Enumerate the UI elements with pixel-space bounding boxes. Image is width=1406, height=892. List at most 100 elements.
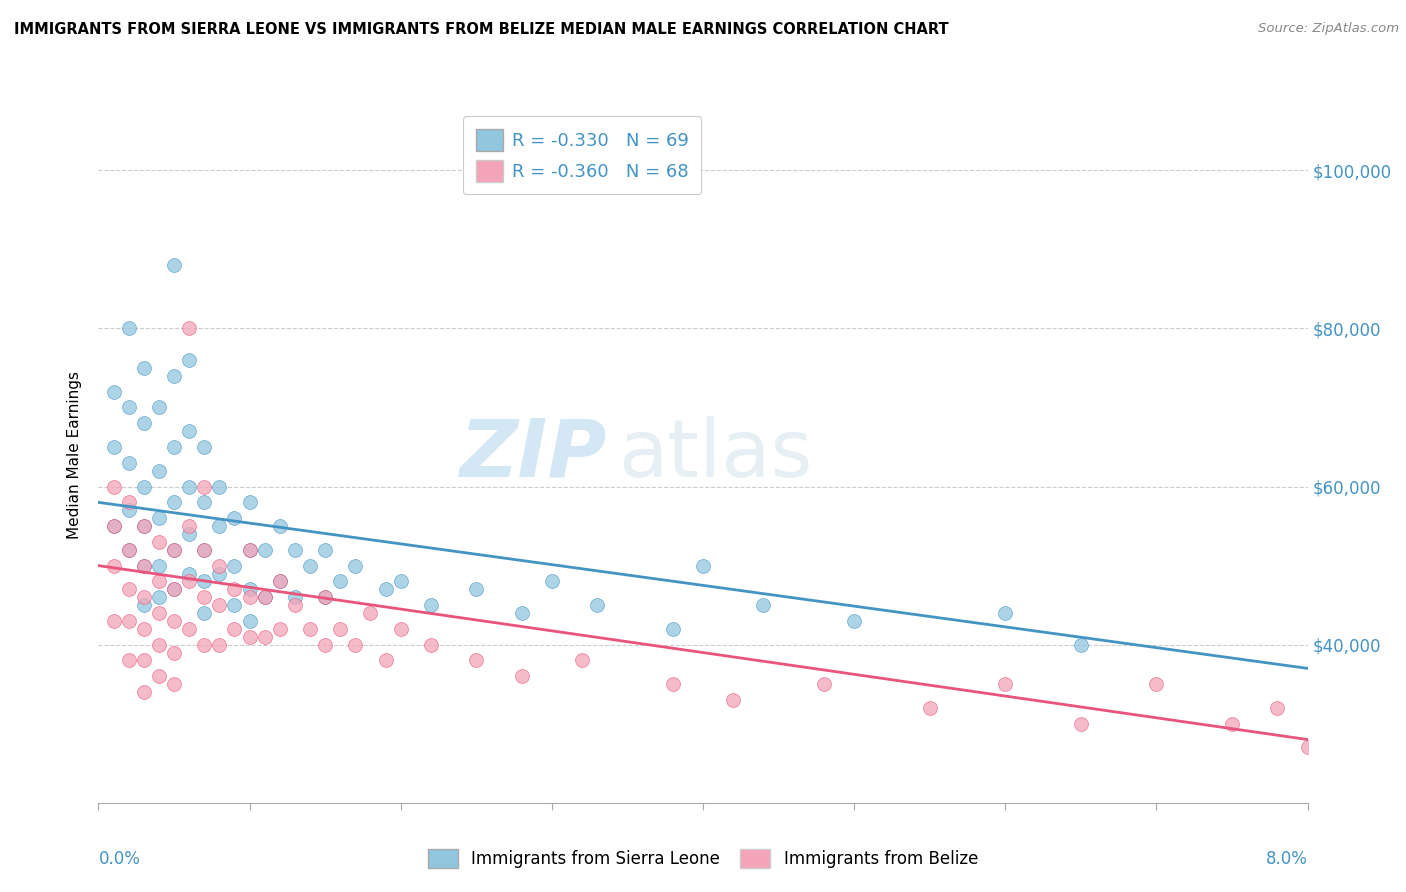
Text: atlas: atlas [619, 416, 813, 494]
Point [239, 630, 262, 644]
Point [179, 519, 201, 533]
Point [132, 653, 155, 667]
Point [163, 542, 186, 557]
Point [344, 558, 367, 573]
Point [148, 669, 170, 683]
Point [465, 653, 488, 667]
Point [179, 321, 201, 335]
Point [269, 574, 291, 589]
Point [148, 591, 170, 605]
Point [132, 479, 155, 493]
Point [541, 574, 564, 589]
Point [193, 479, 215, 493]
Point [148, 511, 170, 525]
Point [1070, 638, 1092, 652]
Point [1070, 716, 1092, 731]
Point [163, 582, 186, 597]
Point [239, 542, 262, 557]
Point [103, 440, 125, 454]
Point [118, 582, 141, 597]
Point [994, 677, 1017, 691]
Point [314, 591, 336, 605]
Point [723, 693, 745, 707]
Point [374, 653, 396, 667]
Point [571, 653, 593, 667]
Point [179, 527, 201, 541]
Point [329, 622, 352, 636]
Point [179, 479, 201, 493]
Point [208, 598, 231, 612]
Point [118, 542, 141, 557]
Point [163, 646, 186, 660]
Point [662, 677, 685, 691]
Point [148, 401, 170, 415]
Point [284, 598, 307, 612]
Point [239, 591, 262, 605]
Point [193, 606, 215, 620]
Point [179, 424, 201, 438]
Point [299, 622, 322, 636]
Point [132, 591, 155, 605]
Point [148, 558, 170, 573]
Point [179, 574, 201, 589]
Point [224, 622, 246, 636]
Point [314, 542, 336, 557]
Point [103, 519, 125, 533]
Point [692, 558, 714, 573]
Point [118, 495, 141, 509]
Point [118, 653, 141, 667]
Point [163, 495, 186, 509]
Point [389, 574, 412, 589]
Point [103, 614, 125, 628]
Point [269, 622, 291, 636]
Point [118, 542, 141, 557]
Text: 0.0%: 0.0% [98, 850, 141, 868]
Point [329, 574, 352, 589]
Point [118, 503, 141, 517]
Point [299, 558, 322, 573]
Point [284, 591, 307, 605]
Text: IMMIGRANTS FROM SIERRA LEONE VS IMMIGRANTS FROM BELIZE MEDIAN MALE EARNINGS CORR: IMMIGRANTS FROM SIERRA LEONE VS IMMIGRAN… [14, 22, 949, 37]
Point [208, 638, 231, 652]
Legend: R = -0.330   N = 69, R = -0.360   N = 68: R = -0.330 N = 69, R = -0.360 N = 68 [463, 116, 702, 194]
Point [208, 558, 231, 573]
Point [103, 519, 125, 533]
Point [148, 535, 170, 549]
Point [269, 519, 291, 533]
Point [103, 479, 125, 493]
Point [420, 598, 443, 612]
Text: 8.0%: 8.0% [1265, 850, 1308, 868]
Point [239, 614, 262, 628]
Point [918, 701, 941, 715]
Point [224, 582, 246, 597]
Point [132, 519, 155, 533]
Point [118, 321, 141, 335]
Point [193, 542, 215, 557]
Point [752, 598, 775, 612]
Point [163, 677, 186, 691]
Point [314, 591, 336, 605]
Point [1220, 716, 1243, 731]
Point [193, 574, 215, 589]
Point [224, 511, 246, 525]
Point [118, 401, 141, 415]
Point [510, 606, 533, 620]
Point [132, 519, 155, 533]
Point [662, 622, 685, 636]
Point [148, 638, 170, 652]
Point [193, 591, 215, 605]
Point [253, 630, 276, 644]
Point [132, 558, 155, 573]
Point [510, 669, 533, 683]
Point [163, 542, 186, 557]
Point [844, 614, 866, 628]
Legend: Immigrants from Sierra Leone, Immigrants from Belize: Immigrants from Sierra Leone, Immigrants… [422, 842, 984, 875]
Point [1296, 740, 1319, 755]
Point [132, 361, 155, 376]
Point [163, 440, 186, 454]
Point [208, 519, 231, 533]
Point [269, 574, 291, 589]
Point [360, 606, 382, 620]
Point [148, 574, 170, 589]
Point [163, 582, 186, 597]
